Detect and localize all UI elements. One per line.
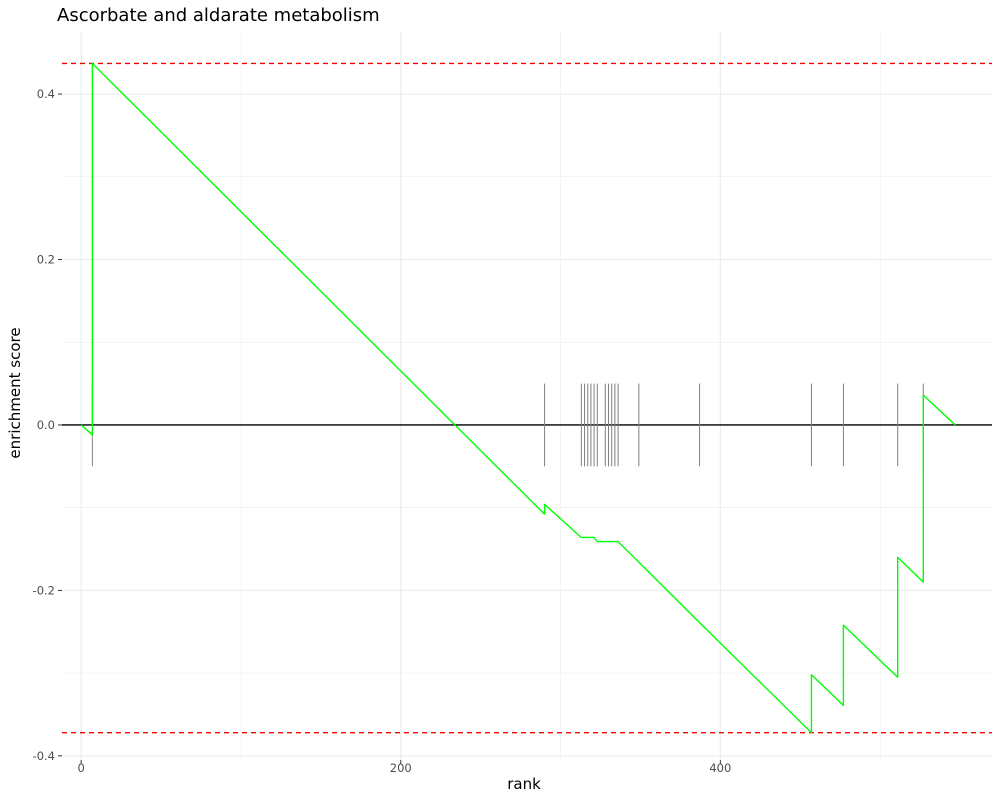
enrichment-curve xyxy=(80,62,956,734)
x-tick-label: 0 xyxy=(78,761,85,775)
y-axis-title: enrichment score xyxy=(6,327,24,458)
y-axis-ticks: -0.4 -0.2 0.0 0.2 0.4 xyxy=(33,87,62,763)
y-tick-label: 0.4 xyxy=(37,87,55,101)
chart-title: Ascorbate and aldarate metabolism xyxy=(57,5,380,26)
x-tick-label: 400 xyxy=(709,761,731,775)
x-axis-ticks: 0 200 400 xyxy=(78,760,731,775)
x-axis-title: rank xyxy=(507,775,541,793)
y-tick-label: 0.0 xyxy=(37,418,55,432)
extreme-lines xyxy=(62,62,992,734)
y-tick-label: -0.2 xyxy=(33,583,55,597)
grid-lines xyxy=(62,32,992,760)
enrichment-curve-group xyxy=(80,62,956,734)
y-tick-label: -0.4 xyxy=(33,749,55,763)
x-tick-label: 200 xyxy=(390,761,412,775)
y-tick-label: 0.2 xyxy=(37,253,55,267)
